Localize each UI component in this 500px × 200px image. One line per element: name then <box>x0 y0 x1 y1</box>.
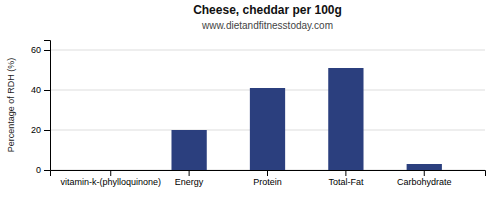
tick-label: Carbohydrate <box>397 177 452 187</box>
y-axis: 0 20 40 60 <box>31 41 51 176</box>
tick-mark <box>345 170 346 176</box>
tick: Protein <box>253 170 282 187</box>
tick: Energy <box>175 170 204 187</box>
axis-line <box>51 171 486 177</box>
tick-mark <box>110 170 111 176</box>
tick: 20 <box>31 125 50 135</box>
tick: vitamin-k-(phylloquinone) <box>60 170 161 187</box>
tick-mark <box>44 50 50 51</box>
tick-mark <box>424 170 425 176</box>
axis-line <box>44 41 51 171</box>
tick-mark <box>267 170 268 176</box>
tick-mark <box>44 130 50 131</box>
title: Cheese, cheddar per 100g <box>193 3 342 17</box>
tick-label: Protein <box>253 177 282 187</box>
tick-label: 20 <box>31 125 41 135</box>
bar <box>407 164 442 170</box>
bar <box>171 130 206 170</box>
bar <box>328 68 363 170</box>
bars <box>171 68 441 170</box>
tick-label: Energy <box>175 177 204 187</box>
grid <box>50 50 485 170</box>
tick: 0 <box>36 165 50 175</box>
tick: Total-Fat <box>328 170 364 187</box>
tick-label: Total-Fat <box>328 177 364 187</box>
tick-label: 60 <box>31 45 41 55</box>
subtitle: www.dietandfitnesstoday.com <box>201 20 333 31</box>
grid-line <box>50 50 485 51</box>
tick-mark <box>44 170 50 171</box>
tick-mark <box>44 90 50 91</box>
tick: 40 <box>31 85 50 95</box>
tick: 60 <box>31 45 50 55</box>
tick-label: 40 <box>31 85 41 95</box>
plot: 0 20 40 60 vitamin-k-(phylloquinone) Energy Pr… <box>31 41 486 188</box>
tick: Carbohydrate <box>397 170 452 187</box>
y-axis-label: Percentage of RDH (%) <box>6 58 16 153</box>
tick-mark <box>189 170 190 176</box>
tick-label: 0 <box>36 165 41 175</box>
x-axis: vitamin-k-(phylloquinone) Energy Protein To… <box>51 170 486 187</box>
bar <box>250 88 285 170</box>
tick-label: vitamin-k-(phylloquinone) <box>60 177 161 187</box>
bar <box>93 170 128 171</box>
chart: Cheese, cheddar per 100g www.dietandfitne… <box>0 0 500 200</box>
